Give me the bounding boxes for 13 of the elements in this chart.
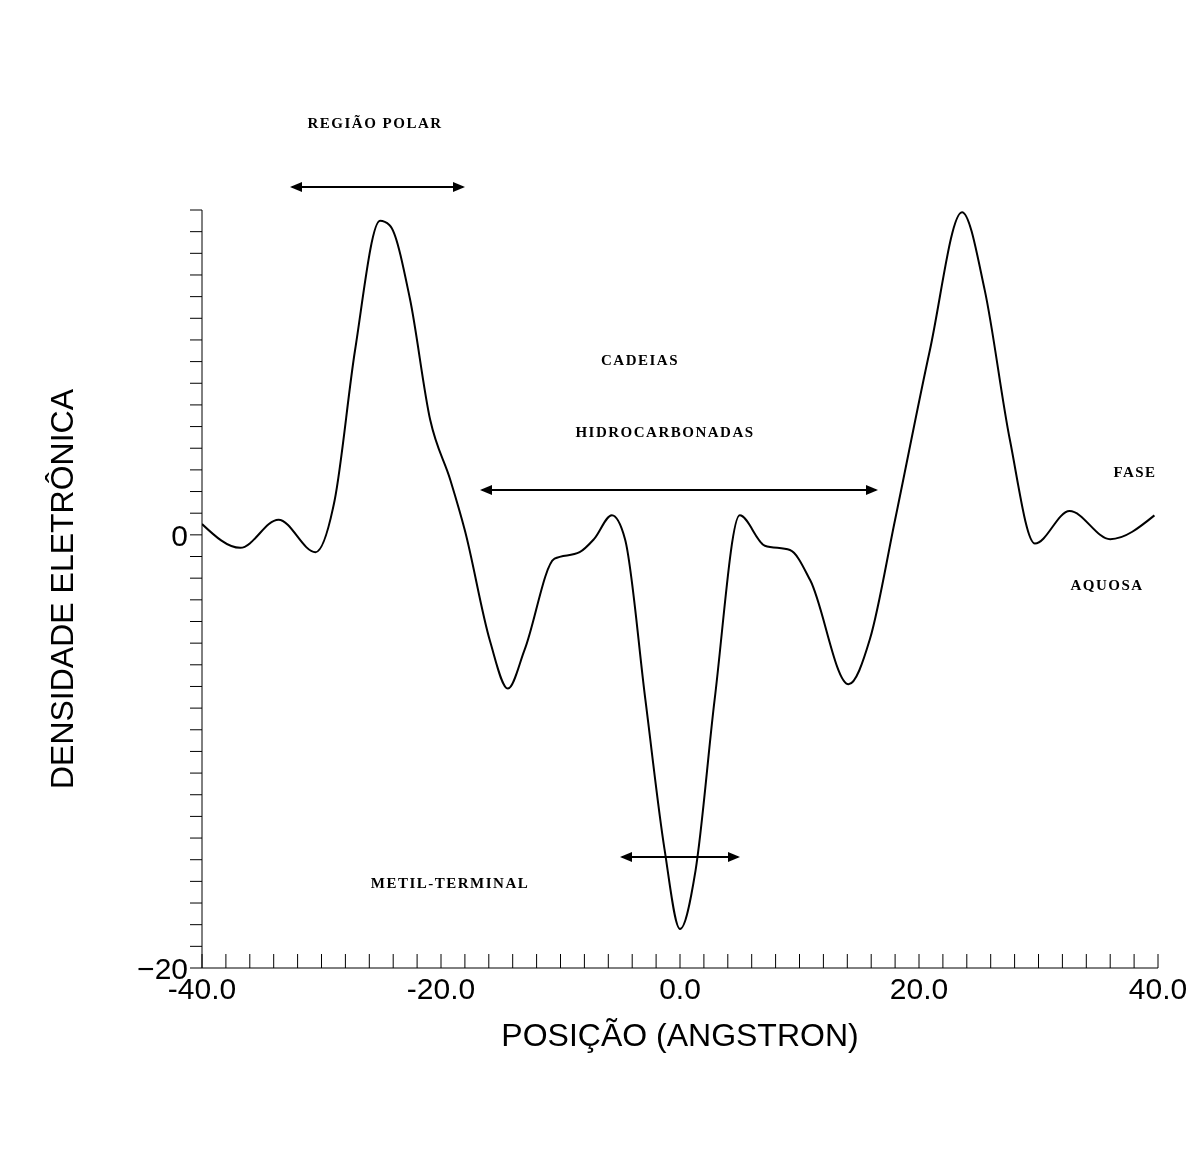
x-tick-label: 0.0 — [659, 972, 701, 1006]
annotation: METIL-TERMINAL — [370, 875, 530, 891]
x-tick-label: -20.0 — [406, 972, 476, 1006]
annotation: FASE — [1113, 464, 1157, 480]
annotation: HIDROCARBONADAS — [575, 424, 755, 440]
text: REGIÃO POLAR — [307, 114, 443, 131]
y-axis-title: DENSIDADE ELETRÔNICA — [44, 388, 81, 790]
annotation: AQUOSA — [1070, 577, 1144, 593]
x-tick-label: 40.0 — [1128, 972, 1188, 1006]
x-axis-title: POSIÇÃO (ANGSTRON) — [501, 1017, 859, 1053]
y-tick-label: 0 — [171, 518, 188, 552]
x-tick-label: 20.0 — [889, 972, 949, 1006]
annotation: CADEIAS — [600, 352, 680, 368]
